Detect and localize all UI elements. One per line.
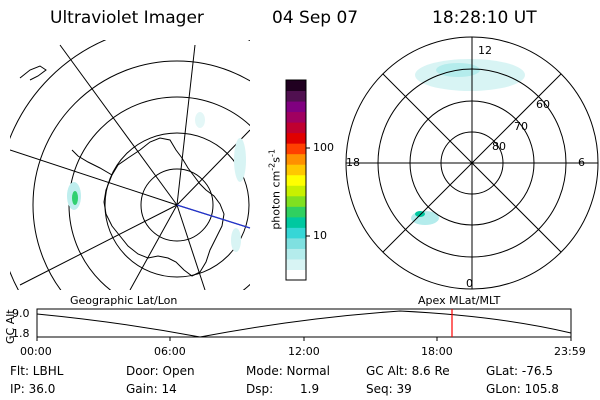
status-dsp-value: 1.9 [300,382,320,396]
colorbar-unit-label: photon cm-2s-1 [267,149,283,230]
geographic-label: Geographic Lat/Lon [70,294,178,307]
instrument-title: Ultraviolet Imager [50,8,204,28]
lat-circle [32,60,250,290]
altitude-plot [36,308,572,341]
meridian-line [19,204,178,286]
x-tick-1800: 18:00 [421,345,453,358]
colorbar-band [286,216,306,228]
mlt-18-label: 18 [346,156,360,169]
colorbar-tick-100: 100 [313,141,334,154]
colorbar-band [286,132,306,144]
mlt-line-diag [382,73,562,253]
meridian-line [176,44,196,206]
status-mode: Mode: Normal [246,364,330,378]
altitude-y-top: 9.0 [12,307,30,320]
altitude-y-bottom: 1.8 [12,327,30,340]
apex-label: Apex MLat/MLT [418,294,501,307]
antarctica-coastline [103,137,225,277]
x-tick-0600: 06:00 [154,345,186,358]
colorbar [286,80,306,281]
colorbar-band [286,164,306,176]
colorbar-band [286,122,306,134]
colorbar-band [286,227,306,239]
status-gain: Gain: 14 [126,382,177,396]
meridian-line [59,44,178,206]
x-tick-1200: 12:00 [288,345,320,358]
colorbar-band [286,195,306,207]
status-dsp-label: Dsp: [246,382,274,396]
date-label: 04 Sep 07 [272,8,359,28]
lat-60-label: 60 [536,98,550,111]
altitude-curve [36,310,572,338]
status-door: Door: Open [126,364,195,378]
magnetic-map [345,36,599,290]
mlt-0-label: 0 [466,277,473,290]
colorbar-band [286,153,306,165]
status-gc-alt: GC Alt: 8.6 Re [366,364,450,378]
colorbar-tick-10: 10 [313,229,327,242]
colorbar-band [286,269,306,281]
status-glat: GLat: -76.5 [486,364,553,378]
x-tick-0000: 00:00 [20,345,52,358]
colorbar-band [286,80,306,92]
colorbar-band [286,258,306,270]
mlt-6-label: 6 [578,156,585,169]
status-ip: IP: 36.0 [10,382,56,396]
antarctic-peninsula [71,149,113,176]
colorbar-frame [285,79,307,281]
meridian-line [176,204,206,290]
left-aurora [67,112,246,252]
colorbar-band [286,111,306,123]
colorbar-band [286,174,306,186]
colorbar-band [286,206,306,218]
colorbar-band [286,237,306,249]
time-label: 18:28:10 UT [432,8,537,28]
colorbar-band [286,248,306,260]
x-tick-2359: 23:59 [554,345,586,358]
sun-direction-line [176,204,251,229]
colorbar-band [286,90,306,102]
meridian-line [10,149,178,206]
colorbar-band [286,185,306,197]
status-seq: Seq: 39 [366,382,412,396]
south-america-tip [19,65,47,81]
lat-70-label: 70 [514,120,528,133]
status-glon: GLon: 105.8 [486,382,559,396]
mlt-12-label: 12 [478,44,492,57]
lat-circle [140,168,214,242]
lat-80-label: 80 [492,140,506,153]
colorbar-band [286,101,306,113]
meridian-line [129,204,178,290]
status-flt: Flt: LBHL [10,364,64,378]
colorbar-band [286,143,306,155]
